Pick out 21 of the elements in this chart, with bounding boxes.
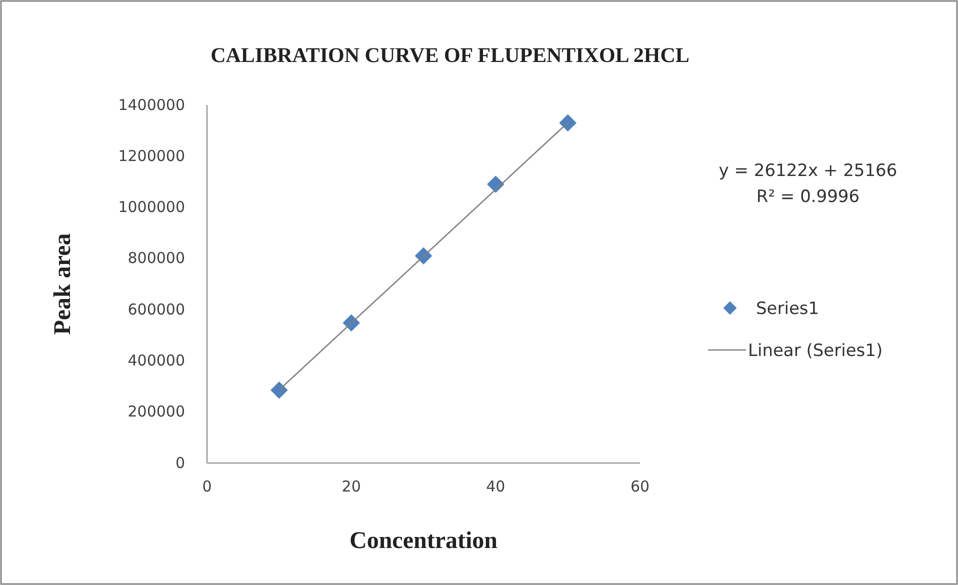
x-tick-label: 20 xyxy=(342,478,361,496)
y-tick-label: 1000000 xyxy=(118,198,185,216)
x-tick-label: 40 xyxy=(486,478,506,496)
y-tick-label: 0 xyxy=(175,454,185,472)
x-tick-label: 0 xyxy=(202,478,212,496)
point xyxy=(559,114,576,132)
x-tick-label: 60 xyxy=(630,478,650,496)
y-tick-label: 200000 xyxy=(128,402,185,421)
y-tick-label: 1400000 xyxy=(118,96,185,114)
chart-title: CALIBRATION CURVE OF FLUPENTIXOL 2HCL xyxy=(210,43,690,67)
y-tick-label: 800000 xyxy=(128,249,185,268)
y-tick-label: 1200000 xyxy=(118,146,185,165)
legend-label: Linear (Series1) xyxy=(748,341,883,361)
text: R² = 0.9996 xyxy=(756,187,860,207)
y-tick-label: 400000 xyxy=(128,352,185,370)
legend-label: Series1 xyxy=(756,299,820,319)
text: y = 26122x + 25166 xyxy=(718,161,898,181)
y-axis-title: Peak area xyxy=(50,233,76,335)
y-tick-label: 600000 xyxy=(128,300,185,318)
point xyxy=(270,381,288,399)
x-axis-title: Concentration xyxy=(350,528,498,554)
